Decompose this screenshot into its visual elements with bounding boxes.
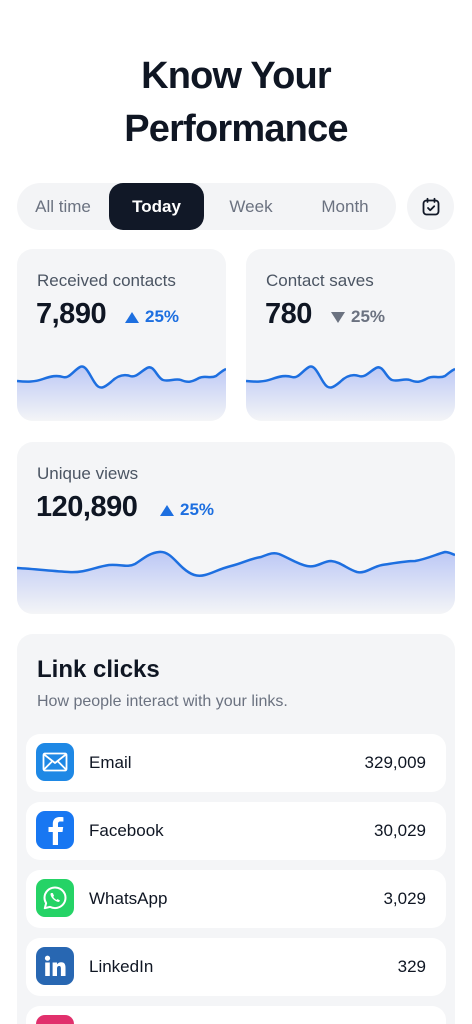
- trend-down-icon: [331, 311, 345, 323]
- link-name: Facebook: [89, 821, 164, 840]
- email-icon: [36, 743, 74, 781]
- linkedin-icon: [36, 947, 74, 985]
- link-count: 329,009: [364, 753, 426, 772]
- link-clicks-card: Link clicks How people interact with you…: [17, 634, 455, 1024]
- title-line-2: Performance: [124, 108, 348, 150]
- instagram-icon: [36, 1015, 74, 1024]
- tab-month[interactable]: Month: [321, 196, 369, 216]
- link-clicks-subtitle: How people interact with your links.: [37, 693, 288, 710]
- whatsapp-icon: [36, 879, 74, 917]
- link-name: Email: [89, 753, 132, 772]
- link-row-partial[interactable]: [26, 1006, 446, 1024]
- unique-views-delta: 25%: [160, 500, 214, 520]
- received-contacts-delta: 25%: [125, 307, 179, 327]
- link-row-linkedin[interactable]: LinkedIn 329: [26, 938, 446, 996]
- received-contacts-card: Received contacts 7,890 25%: [17, 249, 226, 421]
- time-filter: All time Today Week Month: [17, 183, 396, 230]
- received-contacts-value: 7,890: [36, 298, 107, 330]
- title-line-1: Know Your: [141, 55, 332, 97]
- unique-views-delta-value: 25%: [180, 500, 215, 519]
- link-name: WhatsApp: [89, 889, 168, 908]
- link-row-whatsapp[interactable]: WhatsApp 3,029: [26, 870, 446, 928]
- link-clicks-title: Link clicks: [37, 656, 160, 683]
- contact-saves-delta-value: 25%: [351, 307, 386, 326]
- contact-saves-value: 780: [265, 298, 312, 330]
- link-count: 329: [397, 957, 426, 976]
- tab-today[interactable]: Today: [109, 183, 204, 230]
- unique-views-label: Unique views: [37, 464, 139, 483]
- received-contacts-sparkline: [17, 365, 226, 421]
- received-contacts-delta-value: 25%: [145, 307, 180, 326]
- contact-saves-card: Contact saves 780 25%: [246, 249, 455, 421]
- link-count: 30,029: [374, 821, 426, 840]
- unique-views-sparkline: [17, 550, 455, 614]
- page-title: Know Your Performance: [0, 50, 472, 156]
- calendar-check-icon: [422, 197, 439, 215]
- trend-up-icon: [160, 504, 174, 516]
- contact-saves-label: Contact saves: [266, 271, 374, 290]
- tab-week[interactable]: Week: [229, 196, 273, 216]
- link-count: 3,029: [383, 889, 426, 908]
- received-contacts-label: Received contacts: [37, 271, 176, 290]
- trend-up-icon: [125, 311, 139, 323]
- link-row-facebook[interactable]: Facebook 30,029: [26, 802, 446, 860]
- tab-all-time[interactable]: All time: [35, 196, 91, 216]
- facebook-icon: [36, 811, 74, 849]
- unique-views-card: Unique views 120,890 25%: [17, 442, 455, 614]
- unique-views-value: 120,890: [36, 491, 138, 523]
- contact-saves-sparkline: [246, 365, 455, 421]
- link-name: LinkedIn: [89, 957, 154, 976]
- link-row-email[interactable]: Email 329,009: [26, 734, 446, 792]
- contact-saves-delta: 25%: [331, 307, 385, 327]
- calendar-button[interactable]: [407, 183, 454, 230]
